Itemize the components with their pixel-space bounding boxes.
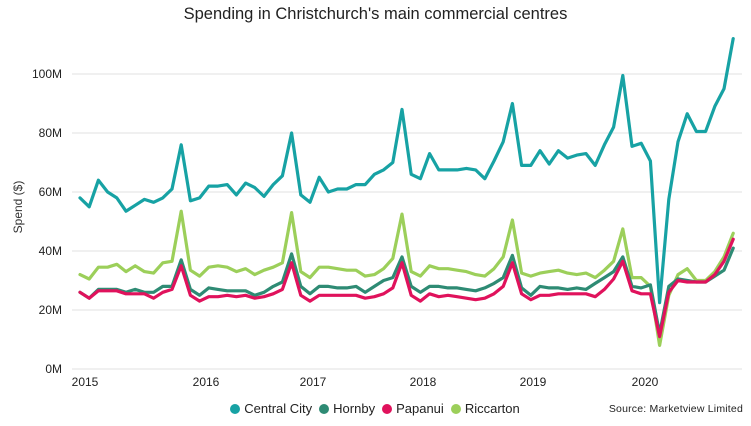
x-tick-label: 2020 — [632, 375, 659, 389]
y-axis-ticks: 0M 20M 40M 60M 80M 100M — [32, 67, 62, 376]
x-tick-label: 2018 — [410, 375, 437, 389]
legend-item-hornby[interactable]: Hornby — [319, 401, 375, 416]
x-tick-label: 2019 — [520, 375, 547, 389]
legend-marker-icon — [319, 403, 330, 414]
series-line-central-city — [78, 36, 735, 305]
legend-marker-icon — [382, 403, 393, 414]
x-tick-label: 2017 — [300, 375, 327, 389]
legend-item-papanui[interactable]: Papanui — [382, 401, 444, 416]
x-tick-label: 2015 — [72, 375, 99, 389]
x-axis-ticks: 2015 2016 2017 2018 2019 2020 — [72, 375, 659, 389]
y-tick-label: 20M — [39, 303, 62, 317]
gridlines — [72, 73, 742, 370]
y-tick-label: 60M — [39, 185, 62, 199]
legend-item-riccarton[interactable]: Riccarton — [450, 401, 520, 416]
chart-title: Spending in Christchurch's main commerci… — [183, 5, 568, 23]
series-line-papanui — [78, 237, 735, 339]
y-tick-label: 100M — [32, 67, 62, 81]
legend-label: Papanui — [396, 401, 444, 416]
source-note: Source: Marketview Limited — [608, 403, 743, 415]
series-lines — [78, 36, 735, 347]
legend-marker-icon — [450, 403, 461, 414]
y-tick-label: 40M — [39, 244, 62, 258]
legend-label: Central City — [244, 401, 313, 416]
legend-label: Riccarton — [464, 401, 520, 416]
legend: Central City Hornby Papanui Riccarton — [0, 401, 751, 416]
x-tick-label: 2016 — [193, 375, 220, 389]
legend-item-central-city[interactable]: Central City — [230, 401, 312, 416]
y-tick-label: 80M — [39, 126, 62, 140]
series-line-riccarton — [78, 209, 735, 347]
y-tick-label: 0M — [45, 362, 62, 376]
legend-marker-icon — [230, 403, 241, 414]
legend-label: Hornby — [333, 401, 376, 416]
